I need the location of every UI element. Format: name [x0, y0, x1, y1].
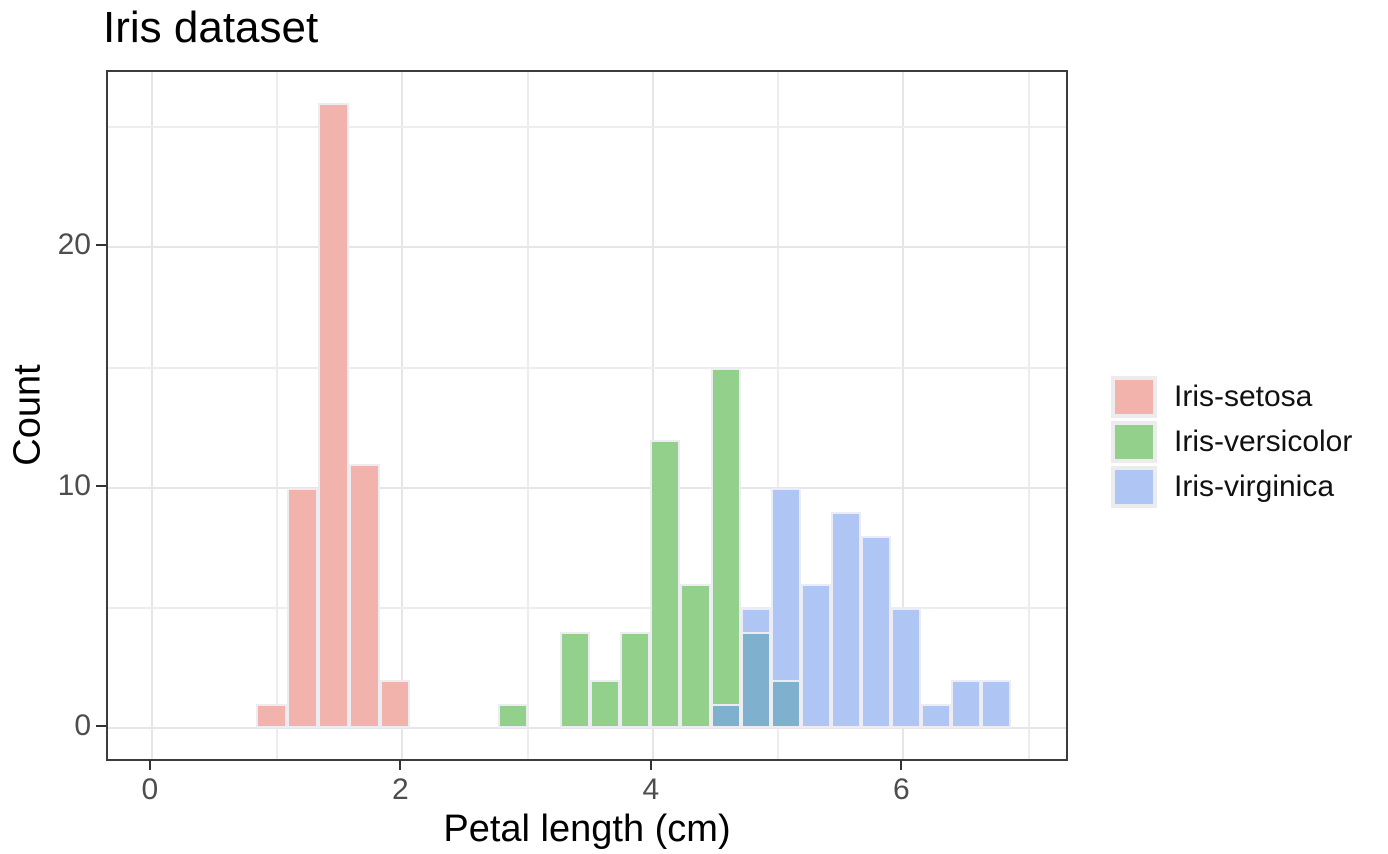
legend-item-versicolor: Iris-versicolor [1111, 421, 1352, 463]
y-tick-label-0: 0 [74, 709, 91, 743]
gridline-x-6 [902, 72, 905, 759]
gridline-x-7 [1027, 72, 1030, 759]
y-tick-label-20: 20 [57, 228, 91, 262]
bar-iris-versicolor-2 [590, 680, 621, 729]
gridline-y-15 [108, 366, 1066, 369]
x-tick-6 [900, 760, 903, 770]
bar-iris-versicolor-5 [680, 583, 711, 729]
bar-iris-versicolor-6 [710, 367, 741, 729]
legend-label-virginica: Iris-virginica [1174, 470, 1335, 503]
legend-label-versicolor: Iris-versicolor [1174, 425, 1353, 458]
y-axis-title: Count [6, 364, 49, 466]
gridlines-layer [108, 72, 1066, 759]
x-tick-label-0: 0 [141, 773, 159, 806]
bar-iris-setosa-4 [379, 680, 410, 729]
bar-iris-versicolor-0 [497, 704, 528, 729]
legend-label-setosa: Iris-setosa [1174, 380, 1313, 413]
bar-iris-setosa-0 [255, 704, 288, 729]
legend: Iris-setosa Iris-versicolor Iris-virgini… [1111, 376, 1352, 511]
bar-iris-setosa-1 [287, 487, 319, 729]
bar-iris-virginica-8 [951, 680, 982, 729]
gridline-y-20 [108, 246, 1066, 249]
gridline-y-25 [108, 126, 1066, 129]
x-tick-0 [148, 760, 151, 770]
bars-layer [108, 72, 1066, 759]
plot-panel [106, 70, 1068, 761]
legend-item-virginica: Iris-virginica [1111, 466, 1352, 508]
legend-item-setosa: Iris-setosa [1111, 376, 1352, 418]
bar-iris-setosa-2 [318, 103, 349, 729]
bar-iris-virginica-3 [800, 583, 831, 729]
bar-iris-virginica-4 [830, 511, 861, 729]
gridline-x-3 [526, 72, 529, 759]
x-tick-2 [399, 760, 402, 770]
y-tick-10 [96, 484, 106, 487]
bar-overlap-1 [740, 632, 771, 729]
bar-iris-setosa-3 [348, 463, 380, 729]
versicolor-swatch-icon [1111, 421, 1157, 463]
x-tick-4 [649, 760, 652, 770]
x-tick-label-2: 2 [392, 773, 409, 806]
gridline-x-2 [401, 72, 404, 759]
gridline-y-10 [108, 486, 1066, 489]
bar-iris-virginica-7 [920, 704, 951, 729]
bar-iris-virginica-5 [860, 535, 891, 729]
y-tick-label-10: 10 [57, 468, 91, 502]
gridline-y-0 [108, 727, 1066, 730]
bar-iris-versicolor-3 [620, 632, 651, 729]
virginica-swatch-icon [1111, 466, 1157, 508]
gridline-x-0 [150, 72, 153, 759]
bar-overlap-0 [710, 704, 741, 729]
bar-iris-virginica-9 [981, 680, 1012, 729]
gridline-y-5 [108, 606, 1066, 609]
gridline-x-1 [276, 72, 279, 759]
bar-iris-versicolor-4 [650, 439, 681, 729]
bar-iris-virginica-6 [890, 607, 921, 729]
bar-iris-versicolor-1 [560, 632, 591, 729]
setosa-swatch-icon [1111, 376, 1157, 418]
gridline-x-5 [777, 72, 780, 759]
bar-overlap-2 [770, 680, 801, 729]
y-tick-0 [96, 725, 106, 728]
y-tick-20 [96, 244, 106, 247]
x-tick-label-4: 4 [642, 773, 660, 806]
x-tick-label-6: 6 [893, 773, 910, 806]
x-axis-title: Petal length (cm) [443, 808, 731, 850]
gridline-x-4 [651, 72, 654, 759]
chart-title: Iris dataset [103, 3, 319, 52]
